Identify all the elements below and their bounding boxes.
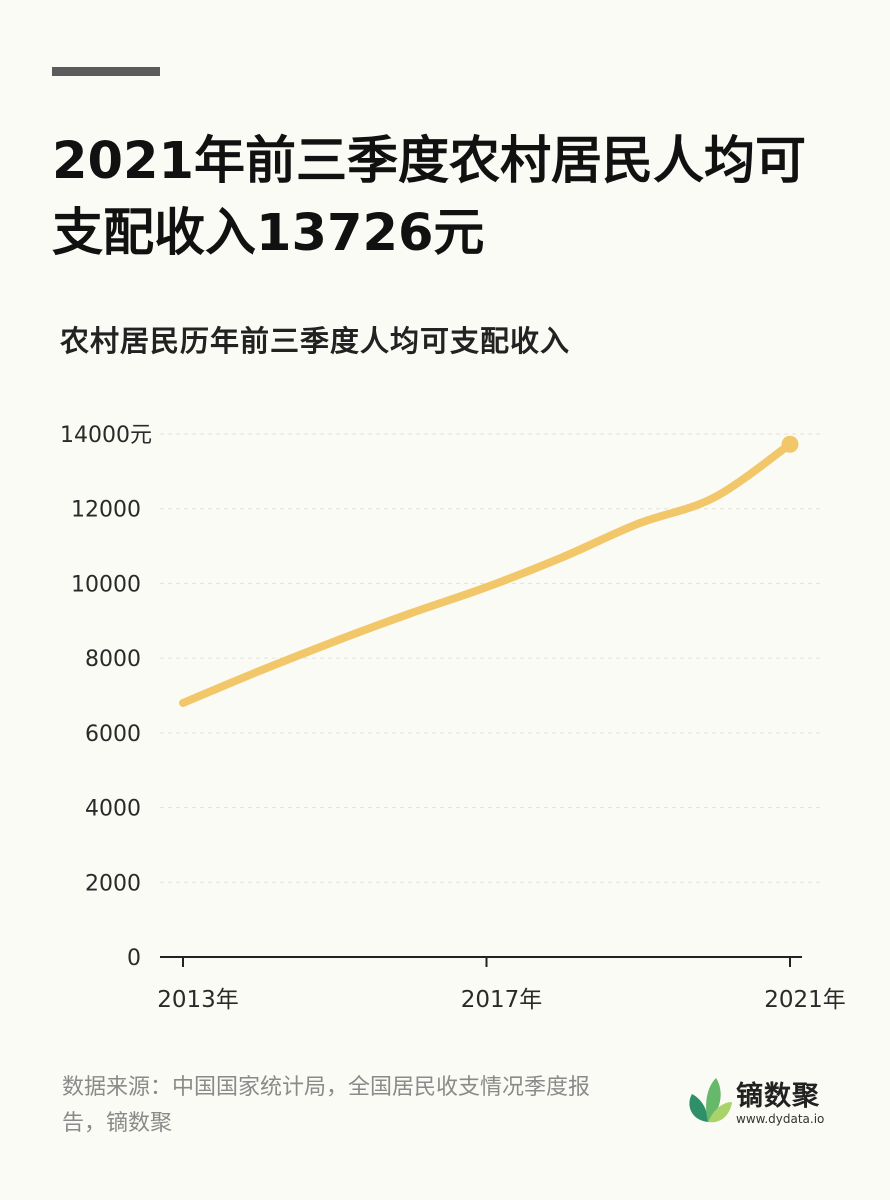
y-tick-label: 2000 (85, 871, 141, 896)
y-tick-label: 14000元 (60, 423, 152, 448)
y-tick-label: 4000 (85, 797, 141, 822)
decorative-bar (52, 67, 160, 76)
gridlines (160, 433, 822, 883)
x-tick-label: 2021年 (764, 987, 846, 1013)
end-point-marker (781, 435, 799, 453)
logo-name: 镝数聚 (736, 1081, 820, 1112)
series-line (179, 440, 794, 707)
logo-url[interactable]: www.dydata.io (736, 1112, 825, 1126)
x-tick-label: 2017年 (461, 987, 543, 1013)
y-axis-ticks: 0 2000 4000 6000 8000 10000 12000 14000元 (60, 423, 152, 971)
y-tick-label: 0 (127, 946, 141, 971)
leaf-logo-icon (689, 1078, 732, 1123)
x-tick-label: 2013年 (157, 987, 239, 1013)
x-axis-ticks: 2013年 2017年 2021年 (157, 957, 846, 1013)
series (179, 435, 799, 707)
data-source: 数据来源：中国国家统计局，全国居民收支情况季度报告，镝数聚 (62, 1075, 591, 1136)
y-tick-label: 6000 (85, 722, 141, 747)
brand-logo[interactable]: 镝数聚 www.dydata.io (686, 1074, 856, 1134)
page-title: 2021年前三季度农村居民人均可支配收入13726元 (52, 132, 806, 263)
y-tick-label: 10000 (71, 572, 141, 597)
y-tick-label: 12000 (71, 498, 141, 523)
chart-subtitle: 农村居民历年前三季度人均可支配收入 (60, 324, 571, 358)
y-tick-label: 8000 (85, 647, 141, 672)
